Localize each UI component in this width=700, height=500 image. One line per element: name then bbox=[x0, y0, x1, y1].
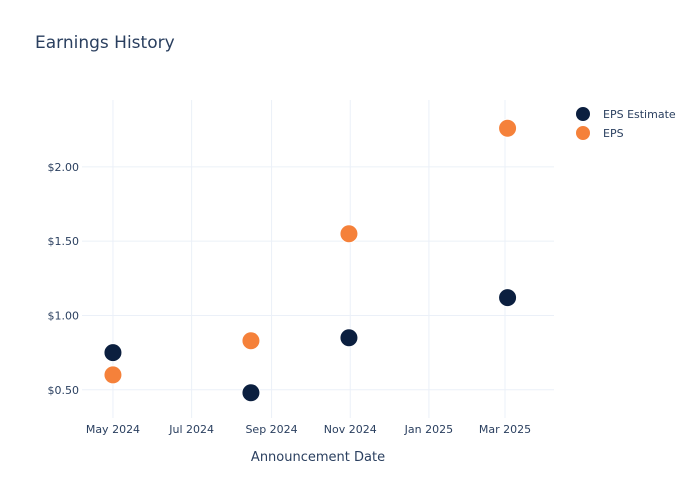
eps-estimate-point[interactable] bbox=[103, 343, 123, 363]
legend-marker bbox=[575, 125, 591, 141]
y-tick-label: $2.00 bbox=[48, 161, 80, 174]
y-tick-label: $0.50 bbox=[48, 384, 80, 397]
eps-point[interactable] bbox=[241, 331, 261, 351]
eps-point[interactable] bbox=[339, 224, 359, 244]
y-tick-label: $1.00 bbox=[48, 309, 80, 322]
eps-point[interactable] bbox=[103, 365, 123, 385]
legend-marker bbox=[575, 106, 591, 122]
eps-estimate-point[interactable] bbox=[498, 288, 518, 308]
legend-label: EPS bbox=[603, 127, 624, 140]
chart-title: Earnings History bbox=[35, 33, 175, 53]
eps-estimate-point[interactable] bbox=[241, 383, 261, 403]
grid-lines bbox=[82, 100, 554, 418]
legend[interactable]: EPS Estimate EPS bbox=[575, 106, 676, 141]
x-tick-label: Jul 2024 bbox=[168, 423, 214, 436]
legend-item[interactable]: EPS Estimate bbox=[575, 106, 676, 122]
legend-label: EPS Estimate bbox=[603, 108, 676, 121]
x-tick-label: May 2024 bbox=[86, 423, 140, 436]
y-axis-ticks: $0.50 $1.00 $1.50 $2.00 bbox=[48, 161, 80, 397]
x-tick-label: Mar 2025 bbox=[479, 423, 531, 436]
eps-point[interactable] bbox=[498, 118, 518, 138]
y-tick-label: $1.50 bbox=[48, 235, 80, 248]
x-tick-label: Sep 2024 bbox=[245, 423, 297, 436]
x-axis-title: Announcement Date bbox=[251, 450, 385, 465]
legend-item[interactable]: EPS bbox=[575, 125, 624, 141]
x-tick-label: Jan 2025 bbox=[404, 423, 453, 436]
data-markers bbox=[103, 118, 518, 403]
x-tick-label: Nov 2024 bbox=[324, 423, 377, 436]
eps-estimate-point[interactable] bbox=[339, 328, 359, 348]
x-axis-ticks: May 2024 Jul 2024 Sep 2024 Nov 2024 Jan 2025… bbox=[86, 423, 531, 436]
